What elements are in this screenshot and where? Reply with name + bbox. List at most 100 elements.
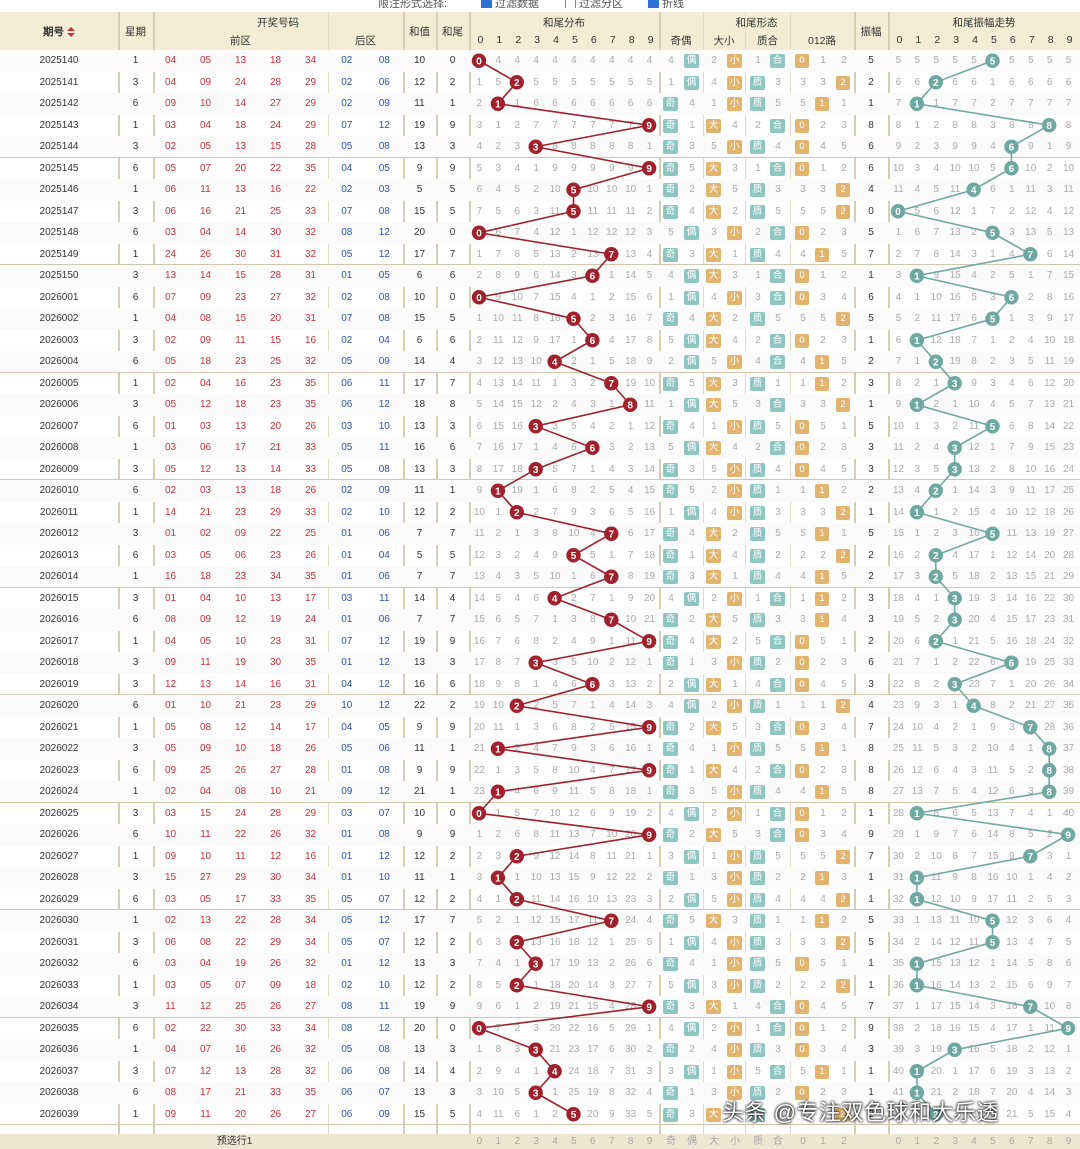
filter-option-data[interactable]: 过滤数据 bbox=[478, 0, 539, 8]
dist-miss-count: 14 bbox=[587, 979, 599, 991]
footer-form-item[interactable]: 偶 bbox=[687, 1136, 697, 1147]
amp-miss-count: 7 bbox=[971, 98, 977, 109]
front-ball: 10 bbox=[269, 786, 282, 797]
road-miss: 3 bbox=[820, 506, 826, 518]
road-miss: 3 bbox=[841, 442, 847, 453]
footer-dist-digit[interactable]: 8 bbox=[627, 1136, 634, 1147]
dist-miss-count: 4 bbox=[627, 485, 634, 496]
road-miss: 5 bbox=[800, 1065, 806, 1077]
footer-amp-digit[interactable]: 5 bbox=[990, 1136, 996, 1147]
footer-form-item[interactable]: 1 bbox=[820, 1136, 826, 1147]
footer-form-item[interactable]: 大 bbox=[709, 1136, 719, 1147]
front-ball: 05 bbox=[199, 979, 212, 991]
dist-miss-count: 32 bbox=[625, 1087, 637, 1098]
footer-form-item[interactable]: 质 bbox=[753, 1136, 763, 1147]
dist-miss-count: 10 bbox=[643, 377, 656, 389]
table-row: 2025144 3 02 05 13 15 28 05 08 13 3 4 9 2 2 3 3 9 8 9 8 4 8 8 9 8… bbox=[0, 136, 1080, 158]
size-miss: 5 bbox=[732, 721, 738, 733]
amp-miss-count: 14 bbox=[1006, 958, 1018, 969]
back-ball: 07 bbox=[378, 936, 390, 948]
dist-miss-count: 10 bbox=[625, 614, 637, 625]
footer-form-item[interactable]: 奇 bbox=[666, 1136, 676, 1147]
footer-amp-digit[interactable]: 1 bbox=[914, 1136, 921, 1147]
back-ball: 04 bbox=[378, 334, 390, 346]
footer-amp-digit[interactable]: 9 bbox=[1065, 1136, 1072, 1147]
dist-miss-count: 8 bbox=[608, 141, 615, 152]
footer-dist-digit[interactable]: 5 bbox=[571, 1136, 577, 1147]
tail-value: 8 bbox=[449, 399, 456, 410]
dist-miss-count: 1 bbox=[476, 313, 483, 324]
prime-miss: 2 bbox=[775, 979, 781, 991]
front-ball: 18 bbox=[269, 743, 282, 754]
front-ball: 10 bbox=[199, 98, 212, 109]
checkbox-checked-icon[interactable] bbox=[648, 0, 659, 8]
footer-amp-digit[interactable]: 6 bbox=[1009, 1136, 1015, 1147]
dist-miss-count: 1 bbox=[514, 1001, 521, 1012]
footer-form-item[interactable]: 0 bbox=[800, 1136, 806, 1147]
footer-dist-digit[interactable]: 4 bbox=[552, 1136, 558, 1147]
footer-amp-digit[interactable]: 3 bbox=[952, 1136, 958, 1147]
footer-dist-digit[interactable]: 3 bbox=[533, 1136, 539, 1147]
size-miss: 3 bbox=[732, 162, 738, 174]
footer-amp-digit[interactable]: 7 bbox=[1027, 1136, 1034, 1147]
size-miss: 3 bbox=[732, 915, 738, 926]
amp-miss-count: 3 bbox=[1065, 1087, 1072, 1098]
back-ball: 07 bbox=[341, 119, 353, 131]
footer-amp-digit[interactable]: 4 bbox=[971, 1136, 977, 1147]
size-tag: 小 bbox=[727, 1064, 742, 1079]
front-ball: 08 bbox=[164, 1087, 177, 1098]
footer-dist-digit[interactable]: 0 bbox=[476, 1136, 483, 1147]
back-ball: 12 bbox=[378, 786, 390, 797]
sum-value: 12 bbox=[413, 850, 426, 862]
footer-dist-digit[interactable]: 2 bbox=[514, 1136, 521, 1147]
front-ball: 27 bbox=[304, 1108, 317, 1120]
prime-tag: 合 bbox=[770, 290, 785, 305]
amp-miss-count: 3 bbox=[952, 528, 958, 539]
amp-miss-count: 7 bbox=[990, 678, 996, 690]
amp-miss-count: 7 bbox=[1009, 807, 1015, 819]
footer-amp-digit[interactable]: 2 bbox=[933, 1136, 940, 1147]
amp-miss-count: 3 bbox=[895, 270, 902, 281]
checkbox-checked-icon[interactable] bbox=[481, 0, 492, 8]
sum-value: 12 bbox=[413, 506, 426, 518]
footer-form-item[interactable]: 2 bbox=[841, 1136, 847, 1147]
amp-miss-count: 11 bbox=[968, 936, 980, 948]
filter-option-zone[interactable]: 过滤分区 bbox=[562, 0, 623, 8]
front-ball: 11 bbox=[200, 829, 211, 840]
road-miss: 5 bbox=[820, 958, 826, 969]
back-ball: 02 bbox=[341, 291, 353, 303]
sort-icon[interactable] bbox=[67, 27, 75, 38]
size-tag: 小 bbox=[727, 957, 742, 971]
footer-label[interactable]: 预选行1 bbox=[216, 1136, 253, 1147]
amp-miss-count: 28 bbox=[892, 807, 904, 819]
dist-miss-count: 5 bbox=[627, 76, 634, 88]
road-tag: 2 bbox=[836, 398, 850, 412]
footer-form-item[interactable]: 小 bbox=[730, 1136, 740, 1147]
footer-dist-digit[interactable]: 6 bbox=[590, 1136, 596, 1147]
footer-amp-digit[interactable]: 0 bbox=[895, 1136, 902, 1147]
back-ball: 12 bbox=[378, 958, 390, 969]
size-miss: 4 bbox=[711, 1044, 717, 1055]
week-day: 6 bbox=[132, 356, 139, 367]
amp-miss-count: 7 bbox=[1046, 270, 1053, 281]
footer-dist-digit[interactable]: 1 bbox=[495, 1136, 502, 1147]
filter-option-line[interactable]: 折线 bbox=[645, 0, 684, 8]
amp-miss-count: 7 bbox=[990, 205, 996, 217]
sum-value: 9 bbox=[416, 721, 423, 733]
prime-tag: 质 bbox=[750, 656, 765, 670]
amp-miss-count: 1 bbox=[1046, 807, 1053, 819]
parity-tag: 奇 bbox=[663, 527, 678, 541]
amp-miss-count: 16 bbox=[930, 979, 942, 991]
checkbox-icon[interactable] bbox=[565, 0, 576, 8]
road-miss: 4 bbox=[800, 248, 806, 260]
footer-amp-digit[interactable]: 8 bbox=[1046, 1136, 1053, 1147]
footer-dist-digit[interactable]: 7 bbox=[608, 1136, 615, 1147]
footer-form-item[interactable]: 合 bbox=[773, 1136, 783, 1147]
dist-miss-count: 2 bbox=[514, 743, 521, 754]
dist-miss-count: 11 bbox=[493, 334, 504, 346]
front-ball: 20 bbox=[234, 1108, 247, 1120]
front-ball: 28 bbox=[269, 807, 282, 819]
header-issue[interactable]: 期号 bbox=[0, 24, 118, 39]
footer-dist-digit[interactable]: 9 bbox=[646, 1136, 653, 1147]
front-ball: 11 bbox=[235, 334, 246, 346]
